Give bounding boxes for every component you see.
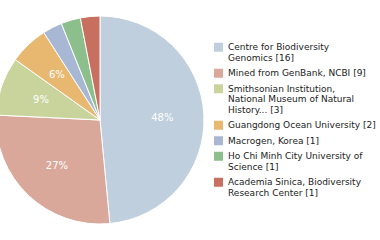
pie [0, 16, 204, 224]
legend-swatch [214, 152, 223, 161]
legend-label: Ho Chi Minh City University ofScience [1… [228, 151, 363, 172]
pie-slice [100, 16, 204, 224]
data-labels: 48% 27% 9% 6% [33, 69, 173, 170]
legend-label: Centre for BiodiversityGenomics [16] [228, 42, 330, 63]
legend-swatch [214, 121, 223, 130]
legend-swatch [214, 136, 223, 145]
legend: Centre for BiodiversityGenomics [16] Mine… [214, 42, 376, 198]
chart: 48% 27% 9% 6% Centre for BiodiversityGenomic… [0, 0, 380, 240]
data-label: 48% [151, 112, 173, 123]
legend-label: Macrogen, Korea [1] [228, 136, 319, 146]
legend-label: Mined from GenBank, NCBI [9] [228, 68, 366, 78]
chart-container: 48% 27% 9% 6% Centre for BiodiversityGenomic… [0, 0, 380, 240]
legend-swatch [214, 178, 223, 187]
legend-swatch [214, 69, 223, 78]
pie-slice [80, 16, 100, 120]
legend-label: Guangdong Ocean University [2] [228, 120, 376, 130]
legend-label: Smithsonian Institution,National Museum … [228, 84, 354, 115]
legend-label: Academia Sinica, BiodiversityResearch Ce… [228, 177, 362, 198]
pie-slice [0, 115, 110, 224]
data-label: 27% [46, 160, 68, 171]
legend-swatch [214, 84, 223, 93]
data-label: 9% [33, 94, 49, 105]
data-label: 6% [49, 69, 65, 80]
legend-swatch [214, 43, 223, 52]
